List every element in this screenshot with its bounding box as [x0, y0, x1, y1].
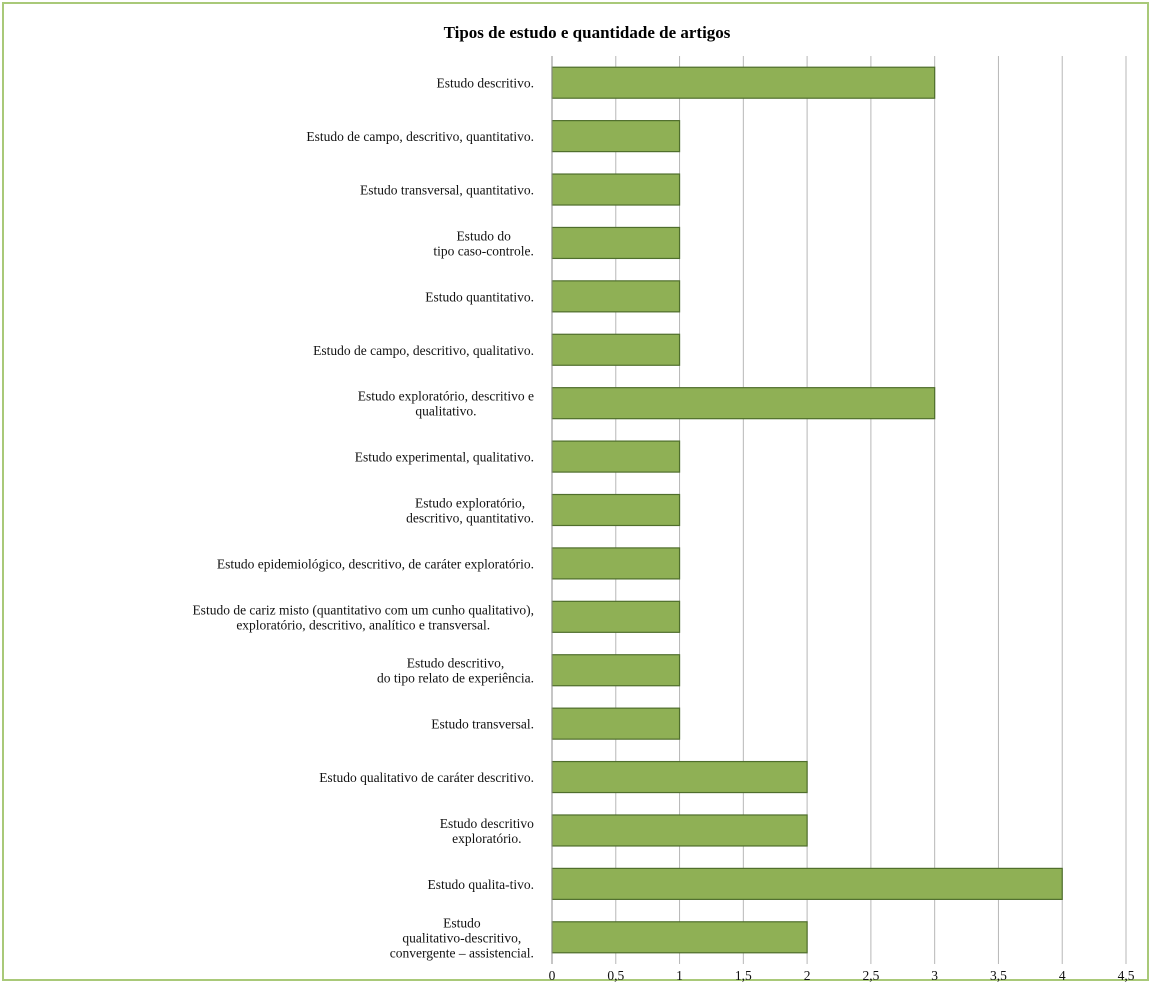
bar — [551, 387, 936, 420]
category-label: Estudo descritivo. — [437, 76, 535, 91]
category-label-line: Estudo do — [456, 228, 511, 243]
category-label: Estudo descritivo exploratório. — [440, 816, 534, 846]
category-label-line: Estudo transversal, quantitativo. — [360, 183, 534, 198]
category-label: Estudo do tipo caso-controle. — [433, 228, 533, 258]
x-tick-label: 0,5 — [607, 968, 624, 983]
category-label: Estudo quantitativo. — [425, 289, 534, 304]
category-label-line: Estudo qualitativo de caráter descritivo… — [319, 770, 534, 785]
category-label: Estudo de campo, descritivo, qualitativo… — [313, 343, 534, 358]
x-tick-label: 3,5 — [990, 968, 1007, 983]
bar — [551, 707, 681, 740]
x-tick-label: 1,5 — [735, 968, 752, 983]
category-label-line: tipo caso-controle. — [433, 243, 533, 258]
category-label: Estudo qualitativo de caráter descritivo… — [319, 770, 534, 785]
bar — [551, 333, 681, 366]
x-tick-label: 4 — [1059, 968, 1066, 983]
category-label: Estudo descritivo, do tipo relato de expe… — [377, 656, 534, 686]
bars — [551, 66, 1063, 954]
category-label-line: Estudo descritivo. — [437, 76, 535, 91]
category-label: Estudo de cariz misto (quantitativo com … — [192, 602, 534, 632]
bar — [551, 867, 1063, 900]
x-tick-label: 2,5 — [862, 968, 879, 983]
category-label-line: Estudo de cariz misto (quantitativo com … — [192, 602, 534, 617]
category-label-line: convergente – assistencial. — [390, 945, 534, 960]
category-label: Estudo qualita-tivo. — [428, 877, 534, 892]
bar — [551, 654, 681, 687]
category-label-line: qualitativo. — [415, 404, 476, 419]
category-label: Estudo epidemiológico, descritivo, de ca… — [217, 556, 534, 571]
bar — [551, 921, 808, 954]
bar — [551, 440, 681, 473]
bar — [551, 66, 936, 99]
category-label-line: do tipo relato de experiência. — [377, 671, 534, 686]
category-label-line: exploratório. — [452, 831, 521, 846]
category-label-line: Estudo exploratório, — [415, 496, 525, 511]
bar — [551, 547, 681, 580]
gridlines — [615, 56, 1127, 964]
bar — [551, 493, 681, 527]
bar — [551, 280, 681, 313]
category-label-line: Estudo experimental, qualitativo. — [355, 450, 534, 465]
bar — [551, 120, 681, 153]
category-label-line: Estudo transversal. — [431, 717, 534, 732]
x-tick-label: 2 — [804, 968, 811, 983]
category-label: Estudo exploratório, descritivo e qualita… — [358, 389, 534, 419]
bar — [551, 600, 681, 633]
category-label: Estudo transversal. — [431, 717, 534, 732]
category-label-line: qualitativo-descritivo, — [402, 930, 521, 945]
category-label: Estudo transversal, quantitativo. — [360, 183, 534, 198]
bar — [551, 814, 808, 847]
category-label-line: Estudo quantitativo. — [425, 289, 534, 304]
x-tick-label: 1 — [676, 968, 683, 983]
x-tick-label: 3 — [931, 968, 938, 983]
category-label: Estudo exploratório, descritivo, quantita… — [406, 496, 534, 526]
category-label: Estudo de campo, descritivo, quantitativ… — [306, 129, 534, 144]
category-label: Estudo experimental, qualitativo. — [355, 450, 534, 465]
category-label-line: Estudo de campo, descritivo, qualitativo… — [313, 343, 534, 358]
category-label-line: Estudo qualita-tivo. — [428, 877, 534, 892]
category-label-line: Estudo exploratório, descritivo e — [358, 389, 534, 404]
bar-chart: Tipos de estudo e quantidade de artigos … — [192, 23, 1135, 983]
chart-title: Tipos de estudo e quantidade de artigos — [444, 23, 731, 42]
bar — [551, 173, 681, 206]
x-tick-label: 0 — [549, 968, 556, 983]
bar — [551, 226, 681, 260]
category-label-line: descritivo, quantitativo. — [406, 511, 534, 526]
bar — [551, 760, 808, 794]
category-label-line: Estudo descritivo — [440, 816, 534, 831]
category-label: Estudo qualitativo-descritivo, convergente… — [390, 915, 534, 960]
category-label-line: Estudo de campo, descritivo, quantitativ… — [306, 129, 534, 144]
category-labels: Estudo descritivo. Estudo de campo, descr… — [192, 76, 534, 961]
category-label-line: Estudo descritivo, — [407, 656, 505, 671]
category-label-line: Estudo epidemiológico, descritivo, de ca… — [217, 556, 534, 571]
x-tick-label: 4,5 — [1118, 968, 1135, 983]
category-label-line: exploratório, descritivo, analítico e tr… — [236, 617, 490, 632]
category-label-line: Estudo — [443, 915, 481, 930]
x-axis-ticks: 0 0,5 1 1,5 2 2,5 3 3,5 4 4,5 — [549, 968, 1135, 983]
